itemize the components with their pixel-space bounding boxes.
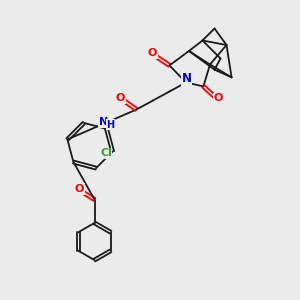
Text: N: N [99,117,108,127]
Text: Cl: Cl [100,148,112,158]
Text: N: N [182,72,192,86]
Text: O: O [116,93,125,103]
Text: O: O [75,184,84,194]
Text: O: O [213,93,223,103]
Text: O: O [148,48,157,59]
Text: H: H [106,120,114,130]
